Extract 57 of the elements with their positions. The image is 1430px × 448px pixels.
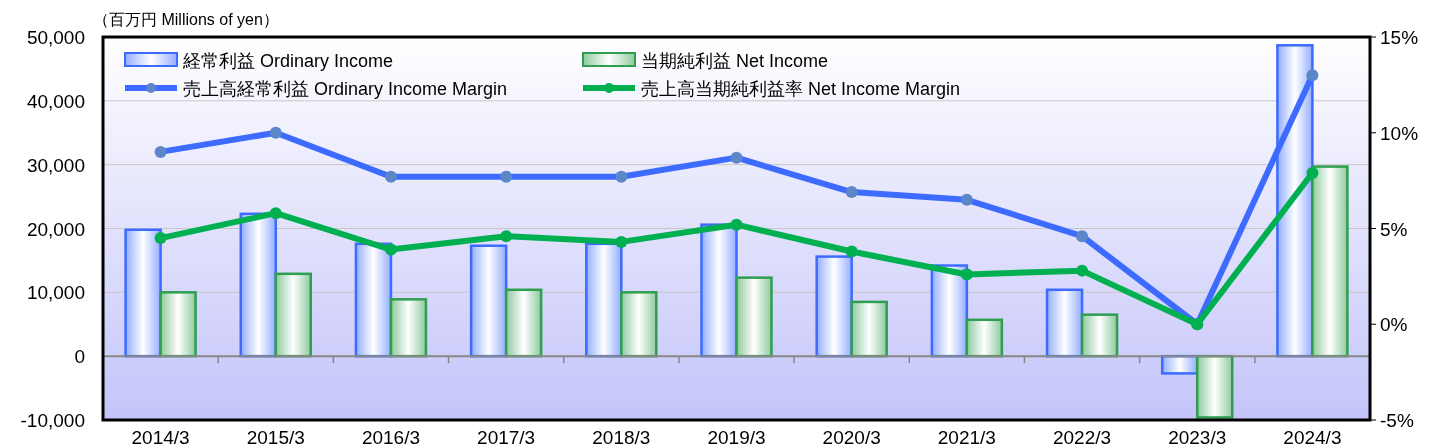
y-tick-label: 40,000 bbox=[26, 90, 85, 112]
y2-tick-label: 15% bbox=[1380, 27, 1419, 48]
bar bbox=[1195, 354, 1234, 419]
bar bbox=[1311, 165, 1349, 358]
x-tick-label: 2017/3 bbox=[477, 427, 536, 448]
x-tick-label: 2014/3 bbox=[131, 427, 190, 448]
y-tick-label: 50,000 bbox=[26, 27, 85, 48]
y2-tick-label: 5% bbox=[1380, 218, 1408, 240]
point bbox=[615, 235, 628, 248]
x-tick-label: 2019/3 bbox=[707, 427, 766, 448]
legend-label: 売上高当期純利益率 Net Income Margin bbox=[641, 79, 961, 99]
bar bbox=[1045, 288, 1084, 358]
bar bbox=[389, 298, 428, 358]
legend-label: 売上高経常利益 Ordinary Income Margin bbox=[183, 79, 508, 99]
y2-tick-label: 10% bbox=[1380, 122, 1419, 144]
x-tick-label: 2024/3 bbox=[1283, 427, 1342, 448]
y-tick-label: 0 bbox=[74, 346, 85, 368]
bar bbox=[735, 276, 773, 358]
point bbox=[960, 268, 973, 281]
bar bbox=[965, 318, 1004, 358]
x-tick-label: 2020/3 bbox=[822, 427, 881, 448]
bar bbox=[124, 228, 162, 358]
point bbox=[1306, 166, 1319, 179]
y-tick-label: 30,000 bbox=[26, 154, 85, 176]
point bbox=[500, 230, 513, 243]
point bbox=[1076, 264, 1089, 277]
y2-tick-label: 0% bbox=[1380, 314, 1408, 336]
bar bbox=[504, 288, 543, 358]
bar bbox=[850, 300, 888, 358]
x-tick-label: 2023/3 bbox=[1168, 427, 1227, 448]
x-tick-label: 2022/3 bbox=[1052, 427, 1112, 448]
y-axis-title: （百万円 Millions of yen） bbox=[93, 11, 279, 28]
bar bbox=[585, 242, 623, 358]
point bbox=[154, 232, 167, 245]
x-tick-label: 2018/3 bbox=[592, 427, 651, 448]
point bbox=[730, 218, 743, 231]
bar bbox=[815, 255, 853, 358]
point bbox=[845, 245, 858, 258]
x-tick-label: 2015/3 bbox=[246, 427, 305, 448]
bar bbox=[700, 223, 738, 358]
y-tick-label: -10,000 bbox=[20, 410, 85, 431]
bar bbox=[159, 291, 197, 358]
x-tick-label: 2021/3 bbox=[937, 427, 996, 448]
bar bbox=[274, 272, 313, 358]
bar bbox=[620, 291, 658, 358]
y2-tick-label: -5% bbox=[1380, 410, 1414, 431]
legend-label: 当期純利益 Net Income bbox=[641, 51, 829, 71]
bar bbox=[354, 242, 393, 358]
point bbox=[269, 207, 282, 220]
bar bbox=[1080, 313, 1119, 358]
bar bbox=[469, 244, 508, 358]
y-tick-label: 10,000 bbox=[26, 282, 85, 304]
bar bbox=[239, 212, 278, 358]
x-tick-label: 2016/3 bbox=[361, 427, 421, 448]
point bbox=[384, 243, 397, 256]
legend-label: 経常利益 Ordinary Income bbox=[182, 51, 394, 71]
y-tick-label: 20,000 bbox=[26, 218, 85, 240]
